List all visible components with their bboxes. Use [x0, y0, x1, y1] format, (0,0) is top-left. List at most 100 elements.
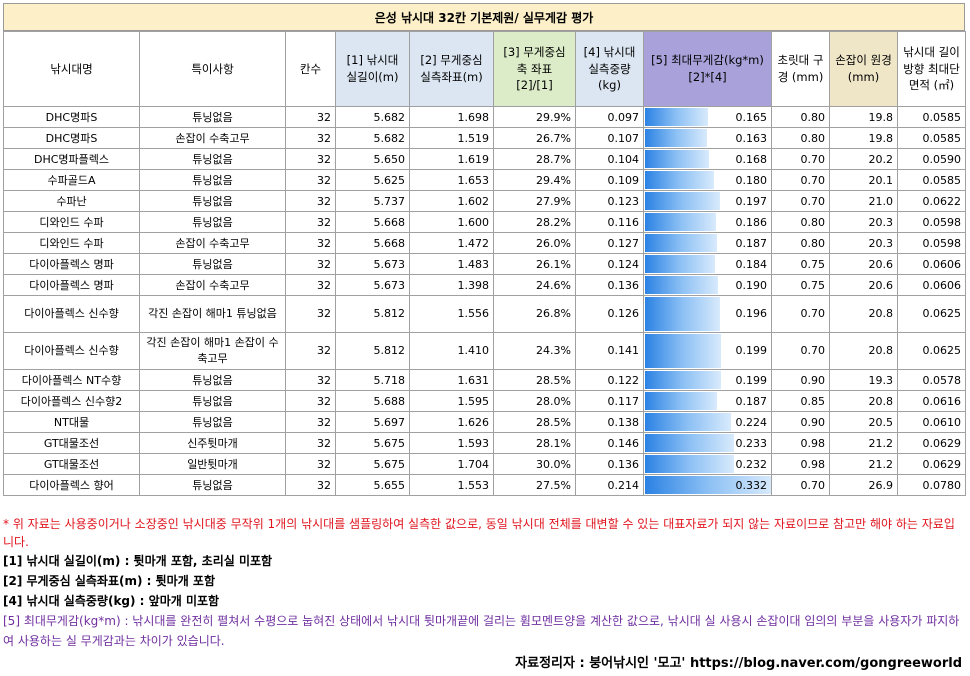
cg-coordinate-cell: 1.593 [409, 432, 494, 454]
section-area-cell: 0.0585 [897, 169, 966, 191]
moment-value: 0.163 [735, 131, 768, 145]
moment-data-bar [645, 150, 710, 168]
section-area-cell: 0.0629 [897, 453, 966, 475]
rod-note-cell: 신주튓마개 [139, 432, 286, 454]
kan-count-cell: 32 [285, 453, 336, 475]
max-moment-cell: 0.190 [643, 274, 772, 296]
section-area-cell: 0.0598 [897, 211, 966, 233]
rod-weight-cell: 0.126 [575, 295, 644, 333]
max-moment-cell: 0.232 [643, 453, 772, 475]
rod-name-cell: 다이아플렉스 향어 [3, 474, 140, 496]
table-body: DHC명파S 튜닝없음 32 5.682 1.698 29.9% 0.097 0.165 0.8… [3, 106, 966, 496]
rod-weight-cell: 0.214 [575, 474, 644, 496]
rod-length-cell: 5.688 [335, 390, 410, 412]
moment-data-bar [645, 276, 718, 294]
rod-weight-cell: 0.109 [575, 169, 644, 191]
kan-count-cell: 32 [285, 390, 336, 412]
tip-diameter-cell: 0.70 [771, 474, 830, 496]
rod-weight-cell: 0.107 [575, 127, 644, 149]
butt-diameter-cell: 20.1 [829, 169, 898, 191]
rod-note-cell: 손잡이 수축고무 [139, 274, 286, 296]
kan-count-cell: 32 [285, 190, 336, 212]
header-note: 특이사항 [139, 31, 286, 107]
rod-note-cell: 튜닝없음 [139, 169, 286, 191]
butt-diameter-cell: 20.6 [829, 274, 898, 296]
butt-diameter-cell: 20.2 [829, 148, 898, 170]
cg-coordinate-cell: 1.483 [409, 253, 494, 275]
max-moment-cell: 0.199 [643, 369, 772, 391]
kan-count-cell: 32 [285, 211, 336, 233]
rod-length-cell: 5.682 [335, 106, 410, 128]
header-length: [1] 낚시대 실길이(m) [335, 31, 410, 107]
note-moment: [5] 최대무게감(kg*m) : 낚시대를 완전히 펼쳐서 수평으로 눕혀진 … [3, 614, 960, 648]
butt-diameter-cell: 19.8 [829, 106, 898, 128]
kan-count-cell: 32 [285, 127, 336, 149]
tip-diameter-cell: 0.85 [771, 390, 830, 412]
tip-diameter-cell: 0.80 [771, 127, 830, 149]
moment-value: 0.199 [735, 344, 768, 358]
cg-ratio-cell: 28.2% [493, 211, 576, 233]
tip-diameter-cell: 0.75 [771, 274, 830, 296]
cg-coordinate-cell: 1.519 [409, 127, 494, 149]
rod-note-cell: 일반튓마개 [139, 453, 286, 475]
header-area: 낚시대 길이방향 최대단면적 (㎡) [897, 31, 966, 107]
butt-diameter-cell: 20.3 [829, 211, 898, 233]
section-area-cell: 0.0629 [897, 432, 966, 454]
max-moment-cell: 0.199 [643, 332, 772, 370]
data-sheet: 은성 낚시대 32칸 기본제원/ 실무게감 평가 낚시대명 특이사항 칸수 [1… [3, 3, 966, 496]
header-row: 낚시대명 특이사항 칸수 [1] 낚시대 실길이(m) [2] 무게중심 실측좌… [3, 31, 966, 107]
rod-length-cell: 5.668 [335, 232, 410, 254]
moment-data-bar [645, 129, 708, 147]
rod-note-cell: 튜닝없음 [139, 390, 286, 412]
butt-diameter-cell: 20.5 [829, 411, 898, 433]
kan-count-cell: 32 [285, 169, 336, 191]
rod-weight-cell: 0.127 [575, 232, 644, 254]
section-area-cell: 0.0590 [897, 148, 966, 170]
kan-count-cell: 32 [285, 232, 336, 254]
kan-count-cell: 32 [285, 274, 336, 296]
moment-data-bar [645, 371, 722, 389]
section-area-cell: 0.0585 [897, 127, 966, 149]
cg-coordinate-cell: 1.653 [409, 169, 494, 191]
sheet-title: 은성 낚시대 32칸 기본제원/ 실무게감 평가 [3, 3, 965, 31]
tip-diameter-cell: 0.80 [771, 211, 830, 233]
rod-name-cell: DHC명파S [3, 127, 140, 149]
rod-note-cell: 튜닝없음 [139, 148, 286, 170]
butt-diameter-cell: 20.8 [829, 332, 898, 370]
moment-data-bar [645, 171, 714, 189]
moment-data-bar [645, 108, 709, 126]
tip-diameter-cell: 0.70 [771, 169, 830, 191]
rod-length-cell: 5.675 [335, 432, 410, 454]
header-kan: 칸수 [285, 31, 336, 107]
kan-count-cell: 32 [285, 369, 336, 391]
kan-count-cell: 32 [285, 432, 336, 454]
max-moment-cell: 0.187 [643, 232, 772, 254]
rod-name-cell: 다이아플렉스 NT수향 [3, 369, 140, 391]
moment-data-bar [645, 192, 721, 210]
rod-note-cell: 손잡이 수축고무 [139, 127, 286, 149]
moment-value: 0.233 [735, 436, 768, 450]
table-row: NT대물 튜닝없음 32 5.697 1.626 28.5% 0.138 0.224 0.90 2… [3, 411, 966, 433]
rod-length-cell: 5.737 [335, 190, 410, 212]
table-row: DHC명파S 손잡이 수축고무 32 5.682 1.519 26.7% 0.107 0.16… [3, 127, 966, 149]
moment-value: 0.232 [735, 457, 768, 471]
cg-ratio-cell: 24.6% [493, 274, 576, 296]
moment-data-bar [645, 334, 722, 368]
rod-name-cell: 디와인드 수파 [3, 211, 140, 233]
butt-diameter-cell: 21.2 [829, 453, 898, 475]
rod-length-cell: 5.673 [335, 274, 410, 296]
cg-ratio-cell: 29.4% [493, 169, 576, 191]
cg-coordinate-cell: 1.619 [409, 148, 494, 170]
cg-coordinate-cell: 1.398 [409, 274, 494, 296]
rod-note-cell: 튜닝없음 [139, 474, 286, 496]
rod-weight-cell: 0.136 [575, 274, 644, 296]
moment-value: 0.190 [735, 278, 768, 292]
rod-weight-cell: 0.136 [575, 453, 644, 475]
rod-weight-cell: 0.117 [575, 390, 644, 412]
table-row: DHC명파플렉스 튜닝없음 32 5.650 1.619 28.7% 0.104 0.168 0… [3, 148, 966, 170]
rod-length-cell: 5.675 [335, 453, 410, 475]
tip-diameter-cell: 0.70 [771, 190, 830, 212]
butt-diameter-cell: 21.2 [829, 432, 898, 454]
moment-value: 0.187 [735, 394, 768, 408]
cg-ratio-cell: 26.1% [493, 253, 576, 275]
